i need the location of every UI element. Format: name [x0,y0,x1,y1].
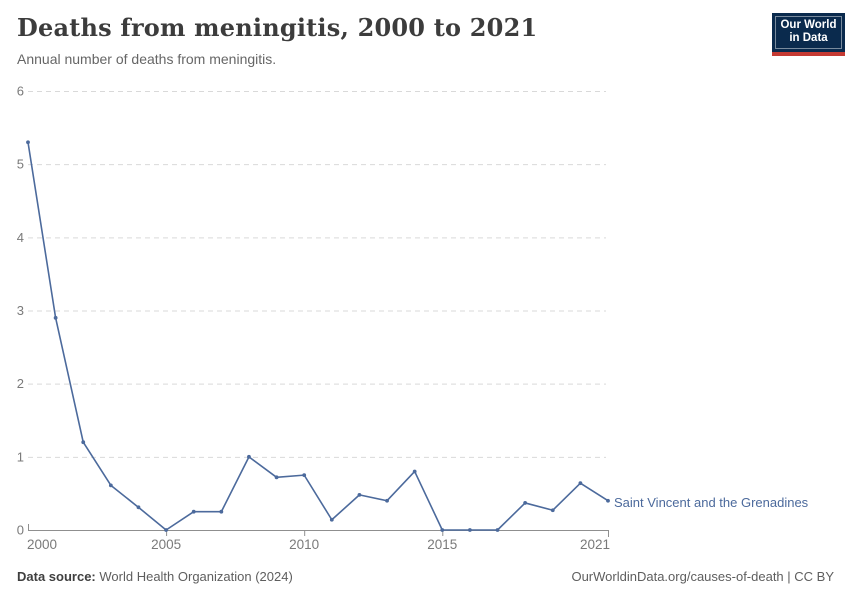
x-tick-label-2021: 2021 [580,537,610,552]
data-point-2007 [219,509,224,514]
data-point-2005 [164,528,168,532]
data-point-2019 [550,508,555,513]
data-point-2021 [606,498,610,503]
owid-logo[interactable]: Our World in Data [772,13,845,56]
x-tick-label-2010: 2010 [289,537,319,552]
data-point-2010 [302,473,307,478]
x-tick-label-2015: 2015 [427,537,457,552]
series-line [27,141,609,531]
owid-logo-accent-bar [772,52,845,56]
data-point-2014 [412,469,417,474]
x-axis-line [28,524,609,537]
y-tick-label-2: 2 [17,376,24,391]
data-point-2013 [385,498,389,503]
y-tick-label-1: 1 [17,449,24,464]
data-point-2011 [329,517,334,522]
owid-logo-text: Our World in Data [775,16,842,49]
data-point-2015 [440,528,445,532]
data-point-2017 [495,528,500,532]
data-source-note: Data source: World Health Organization (… [17,569,293,584]
data-source-value: World Health Organization (2024) [99,569,293,584]
y-tick-label-6: 6 [17,84,24,99]
data-point-2016 [468,528,472,532]
chart-subtitle: Annual number of deaths from meningitis. [17,51,277,67]
credit-link[interactable]: OurWorldinData.org/causes-of-death | CC … [571,569,834,584]
x-tick-label-2005: 2005 [151,537,181,552]
data-point-2009 [274,475,279,480]
data-point-2008 [247,454,251,459]
data-point-2018 [523,501,528,505]
x-tick-label-2000: 2000 [27,537,57,552]
data-point-2000 [26,140,30,145]
data-point-2003 [108,483,113,488]
y-tick-label-0: 0 [17,523,24,538]
data-source-label: Data source: [17,569,96,584]
y-tick-label-5: 5 [17,157,24,172]
owid-logo-line1: Our World [780,19,837,31]
data-point-2012 [357,492,362,497]
data-point-2001 [53,315,58,320]
series-entity-label[interactable]: Saint Vincent and the Grenadines [614,495,809,510]
data-point-2004 [136,505,141,510]
y-tick-label-3: 3 [17,303,24,318]
data-point-2002 [81,440,86,445]
owid-logo-line2: in Data [789,32,828,44]
data-point-2006 [191,509,196,514]
data-point-2020 [578,481,583,486]
y-tick-label-4: 4 [17,230,24,245]
chart-title: Deaths from meningitis, 2000 to 2021 [17,13,538,42]
